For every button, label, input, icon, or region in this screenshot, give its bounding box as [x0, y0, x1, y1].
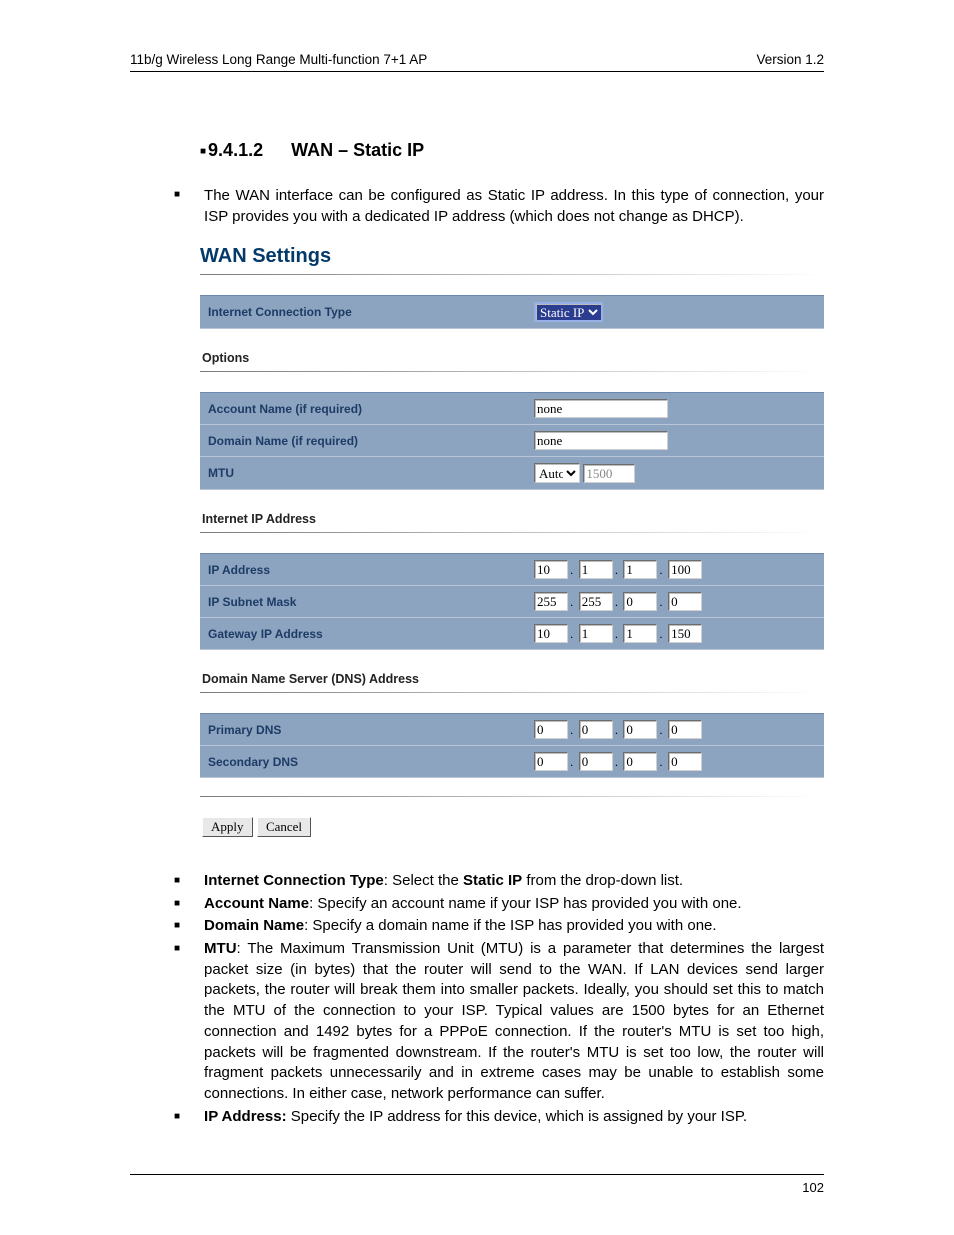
wan-settings-panel: WAN Settings Internet Connection Type St…	[200, 245, 824, 837]
mtu-value-input[interactable]	[583, 464, 635, 483]
pdns-octet-3[interactable]	[623, 720, 657, 739]
options-heading: Options	[202, 351, 824, 365]
domain-name-input[interactable]	[534, 431, 668, 450]
bullet-icon: ■	[174, 920, 180, 941]
ip-address-label: IP Address	[200, 554, 526, 586]
sdns-octet-4[interactable]	[668, 752, 702, 771]
cancel-button[interactable]: Cancel	[257, 817, 311, 837]
bullet-ip-address: IP Address: Specify the IP address for t…	[204, 1107, 824, 1128]
sdns-octet-1[interactable]	[534, 752, 568, 771]
sdns-octet-2[interactable]	[579, 752, 613, 771]
bullet-icon: ■	[174, 1111, 180, 1132]
intro-text: The WAN interface can be configured as S…	[204, 185, 824, 227]
gw-octet-4[interactable]	[668, 624, 702, 643]
internet-ip-heading: Internet IP Address	[202, 512, 824, 526]
pdns-octet-2[interactable]	[579, 720, 613, 739]
gw-octet-3[interactable]	[623, 624, 657, 643]
page-number: 102	[802, 1180, 824, 1195]
mtu-mode-select[interactable]: Auto	[534, 463, 580, 483]
dns-heading: Domain Name Server (DNS) Address	[202, 672, 824, 686]
conn-type-label: Internet Connection Type	[200, 296, 526, 329]
section-number: 9.4.1.2	[208, 140, 263, 161]
ip-octet-3[interactable]	[623, 560, 657, 579]
ip-octet-1[interactable]	[534, 560, 568, 579]
mask-octet-4[interactable]	[668, 592, 702, 611]
bullet-mtu: MTU: The Maximum Transmission Unit (MTU)…	[204, 939, 824, 1105]
account-name-input[interactable]	[534, 399, 668, 418]
section-title: WAN – Static IP	[291, 140, 424, 161]
intro-bullet-icon: ■	[174, 189, 180, 231]
bullet-domain-name: Domain Name: Specify a domain name if th…	[204, 916, 824, 937]
sdns-octet-3[interactable]	[623, 752, 657, 771]
bullet-icon: ■	[174, 943, 180, 1109]
pdns-octet-4[interactable]	[668, 720, 702, 739]
wan-settings-title: WAN Settings	[200, 245, 824, 268]
domain-name-label: Domain Name (if required)	[200, 425, 526, 457]
section-bullet-icon: ■	[200, 146, 206, 157]
mtu-label: MTU	[200, 457, 526, 490]
mask-octet-1[interactable]	[534, 592, 568, 611]
bullet-account-name: Account Name: Specify an account name if…	[204, 894, 824, 915]
gw-octet-1[interactable]	[534, 624, 568, 643]
footer-rule	[130, 1174, 824, 1175]
ip-octet-2[interactable]	[579, 560, 613, 579]
bullet-icon: ■	[174, 898, 180, 919]
mask-octet-2[interactable]	[579, 592, 613, 611]
bullet-icon: ■	[174, 875, 180, 896]
conn-type-select[interactable]: Static IP	[534, 302, 603, 322]
header-left: 11b/g Wireless Long Range Multi-function…	[130, 52, 427, 67]
subnet-mask-label: IP Subnet Mask	[200, 586, 526, 618]
secondary-dns-label: Secondary DNS	[200, 746, 526, 778]
ip-octet-4[interactable]	[668, 560, 702, 579]
mask-octet-3[interactable]	[623, 592, 657, 611]
bullet-conn-type: Internet Connection Type: Select the Sta…	[204, 871, 824, 892]
apply-button[interactable]: Apply	[202, 817, 253, 837]
header-right: Version 1.2	[756, 52, 824, 67]
gw-octet-2[interactable]	[579, 624, 613, 643]
account-name-label: Account Name (if required)	[200, 393, 526, 425]
gateway-label: Gateway IP Address	[200, 618, 526, 650]
primary-dns-label: Primary DNS	[200, 714, 526, 746]
pdns-octet-1[interactable]	[534, 720, 568, 739]
